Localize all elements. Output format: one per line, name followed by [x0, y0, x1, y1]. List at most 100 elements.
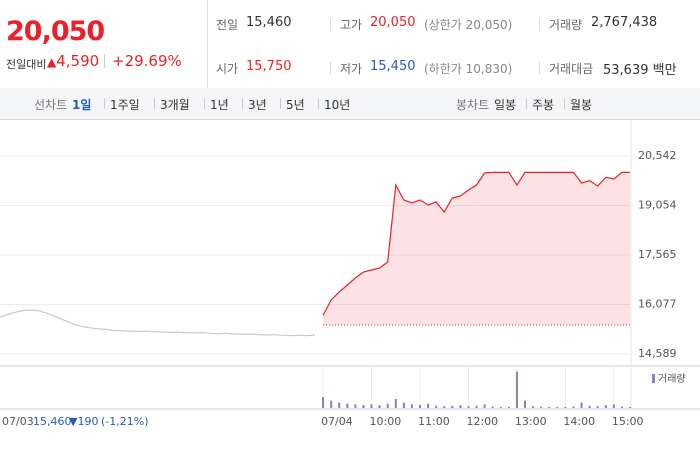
volume-bar — [394, 398, 397, 408]
footer-rate: (-1,21%) — [101, 415, 149, 428]
volume-bar — [524, 400, 526, 408]
legend-label: 거래량 — [658, 373, 686, 385]
footer-price: 15,460 — [33, 415, 72, 428]
tab[interactable]: 3년 — [248, 98, 267, 112]
change-label: 전일대비 — [6, 58, 47, 71]
volume-bar — [515, 371, 518, 408]
field-label: 시가 — [216, 62, 239, 76]
x-tick-label: 11:00 — [418, 415, 450, 428]
volume-bar — [467, 406, 470, 408]
y-tick-label: 16,077 — [638, 298, 677, 311]
y-tick-label: 14,589 — [638, 347, 677, 360]
volume-bar — [604, 405, 607, 408]
volume-bar — [370, 404, 373, 408]
tab[interactable]: 월봉 — [570, 98, 593, 112]
volume-bar — [499, 406, 502, 408]
field-label: 저가 — [340, 62, 363, 76]
volume-bar — [507, 406, 510, 408]
volume-bar — [459, 405, 462, 408]
change-value: 4,590 — [56, 52, 100, 70]
volume-bar — [620, 406, 623, 408]
volume-bar — [386, 403, 389, 408]
x-tick-label: 07/03 — [2, 415, 34, 428]
volume-bar — [548, 406, 551, 408]
tab-divider — [242, 98, 243, 109]
price-line — [0, 309, 316, 337]
y-tick-label: 19,054 — [638, 198, 677, 211]
rate: +29.69% — [112, 52, 182, 70]
volume-bar — [378, 405, 381, 408]
volume-bar — [322, 397, 325, 408]
field-note: (상한가 20,050) — [424, 18, 513, 32]
tab-label: 선차트 — [34, 98, 68, 112]
field-value: 15,450 — [370, 59, 416, 74]
tab-divider — [280, 98, 281, 109]
divider — [330, 62, 331, 75]
volume-bar — [532, 406, 535, 408]
tab[interactable]: 10년 — [324, 98, 351, 112]
volume-bar — [629, 406, 631, 408]
field-note: (하한가 10,830) — [424, 62, 513, 76]
field-label: 고가 — [340, 18, 363, 32]
volume-bar — [410, 404, 413, 408]
volume-bar — [572, 406, 575, 408]
volume-bar — [475, 405, 478, 408]
x-tick-label: 12:00 — [466, 415, 498, 428]
y-tick-label: 20,542 — [638, 149, 677, 162]
volume-bar — [483, 404, 486, 408]
tab-divider — [318, 98, 319, 109]
volume-bar — [564, 406, 567, 408]
divider — [539, 62, 540, 75]
tab[interactable]: 1일 — [72, 98, 92, 112]
volume-bar — [354, 404, 357, 408]
x-tick-label: 10:00 — [370, 415, 402, 428]
x-tick-label: 15:00 — [612, 415, 644, 428]
tab[interactable]: 1년 — [210, 98, 229, 112]
divider — [330, 18, 331, 31]
change: ▲4,590 — [47, 52, 100, 70]
volume-bar — [596, 406, 599, 408]
tab-label: 봉차트 — [456, 98, 490, 112]
tab-divider — [204, 98, 205, 109]
volume-bar — [451, 405, 454, 408]
field-value: 15,460 — [246, 15, 292, 30]
tab-divider — [104, 98, 105, 109]
volume-bar — [435, 405, 438, 408]
tab-divider — [526, 98, 527, 109]
tab[interactable]: 주봉 — [532, 98, 555, 112]
area — [323, 172, 630, 326]
price-line — [322, 171, 630, 316]
price-panel: 20,050 전일대비 ▲4,590 +29.69% — [0, 0, 208, 89]
volume-bar — [402, 402, 405, 408]
tab-divider — [154, 98, 155, 109]
volume-bar — [588, 405, 591, 408]
field-value: 53,639 백만 — [603, 63, 677, 78]
tab[interactable]: 1주일 — [110, 98, 140, 112]
tab-bar: 선차트 1일 1주일 3개월 1년 3년 5년 10년 봉차트 일봉 주봉 월봉 — [0, 88, 700, 120]
tab[interactable]: 일봉 — [494, 98, 517, 112]
x-tick-label: 13:00 — [515, 415, 547, 428]
price: 20,050 — [6, 16, 105, 47]
volume-bar — [580, 402, 583, 408]
divider — [539, 18, 540, 31]
field-label: 거래량 — [549, 18, 583, 32]
volume-bar — [612, 404, 615, 408]
x-tick-label: 14:00 — [563, 415, 595, 428]
field-value: 2,767,438 — [591, 15, 658, 30]
tab[interactable]: 5년 — [286, 98, 305, 112]
volume-bar — [556, 406, 559, 408]
volume-bar — [346, 403, 349, 408]
field-label: 거래대금 — [549, 62, 594, 76]
y-tick-label: 17,565 — [638, 248, 677, 261]
field-label: 전일 — [216, 18, 239, 32]
volume-bar — [443, 406, 446, 408]
volume-bar — [338, 402, 341, 408]
tab[interactable]: 3개월 — [160, 98, 190, 112]
volume-bar — [491, 406, 494, 408]
volume-bar — [330, 400, 333, 408]
field-value: 20,050 — [370, 15, 416, 30]
x-tick-label: 07/04 — [321, 415, 353, 428]
volume-bar — [427, 403, 430, 408]
